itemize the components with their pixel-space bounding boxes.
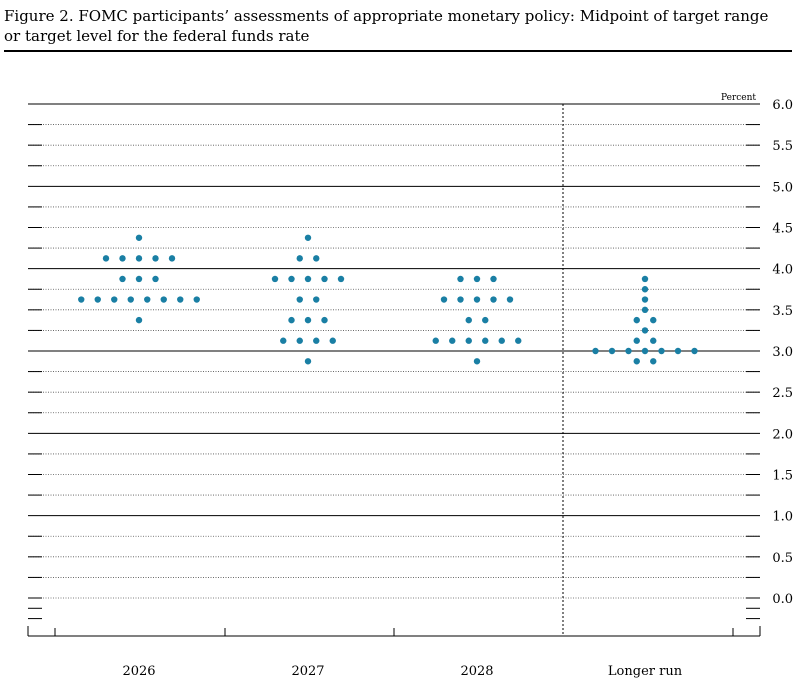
y-tick-label: 0.5 bbox=[772, 551, 793, 566]
category-label: 2028 bbox=[460, 664, 493, 679]
data-dot bbox=[506, 296, 514, 303]
data-dot bbox=[304, 275, 312, 283]
data-dot bbox=[482, 337, 489, 344]
data-dot bbox=[473, 275, 481, 283]
y-tick-label: 1.0 bbox=[772, 510, 793, 525]
data-dot bbox=[641, 286, 649, 293]
data-dot bbox=[135, 275, 143, 283]
data-dot bbox=[674, 347, 682, 355]
data-dot bbox=[633, 337, 640, 344]
data-dot bbox=[78, 296, 85, 303]
data-dot bbox=[592, 347, 599, 355]
data-dot bbox=[457, 296, 464, 303]
unit-label: Percent bbox=[721, 93, 756, 103]
data-dot bbox=[641, 327, 649, 334]
data-dot bbox=[296, 337, 303, 344]
y-tick-label: 1.5 bbox=[772, 469, 793, 484]
title-rule bbox=[4, 50, 792, 52]
y-tick-label: 2.0 bbox=[772, 427, 793, 442]
data-dot bbox=[111, 296, 118, 303]
data-dot bbox=[160, 296, 167, 303]
data-dot bbox=[633, 358, 640, 365]
category-label: 2027 bbox=[291, 664, 324, 679]
data-dot bbox=[515, 337, 522, 344]
data-dot bbox=[152, 255, 159, 262]
data-dot bbox=[473, 358, 481, 365]
y-tick-label: 3.0 bbox=[772, 345, 793, 360]
data-dot bbox=[457, 275, 464, 283]
data-dot bbox=[465, 337, 472, 344]
data-dot bbox=[641, 306, 649, 314]
y-tick-label: 5.0 bbox=[772, 180, 793, 195]
data-dot bbox=[650, 358, 657, 365]
data-dot bbox=[658, 347, 665, 355]
data-dot bbox=[650, 316, 657, 324]
data-dot bbox=[498, 337, 505, 344]
data-dot bbox=[482, 316, 489, 324]
data-dot bbox=[490, 275, 497, 283]
data-dot bbox=[650, 337, 657, 344]
data-dot bbox=[193, 296, 200, 303]
data-dot bbox=[313, 296, 320, 303]
data-dot bbox=[449, 337, 456, 344]
figure-title-line2: or target level for the federal funds ra… bbox=[4, 27, 310, 45]
data-dot bbox=[313, 255, 320, 262]
data-dot bbox=[288, 275, 295, 283]
category-label: Longer run bbox=[608, 664, 683, 679]
data-dot bbox=[119, 275, 126, 283]
y-tick-label: 0.0 bbox=[772, 592, 793, 607]
category-label: 2026 bbox=[122, 664, 155, 679]
y-tick-label: 4.0 bbox=[772, 263, 793, 278]
data-dot bbox=[177, 296, 184, 303]
data-dot bbox=[490, 296, 497, 303]
data-dot bbox=[280, 337, 287, 344]
data-dot bbox=[135, 316, 143, 324]
y-tick-label: 6.0 bbox=[772, 98, 793, 113]
data-dot bbox=[313, 337, 320, 344]
y-tick-label: 4.5 bbox=[772, 222, 793, 237]
data-dot bbox=[608, 347, 616, 355]
data-dot bbox=[135, 234, 143, 241]
figure-title-line1: Figure 2. FOMC participants’ assessments… bbox=[4, 7, 769, 25]
data-dot bbox=[337, 275, 345, 283]
data-dot bbox=[321, 275, 328, 283]
data-dot bbox=[304, 234, 312, 241]
y-tick-label: 3.5 bbox=[772, 304, 793, 319]
data-dot bbox=[432, 337, 439, 344]
data-dot bbox=[288, 316, 295, 324]
data-dot bbox=[119, 255, 126, 262]
data-dot bbox=[633, 316, 640, 324]
data-dot bbox=[321, 316, 328, 324]
figure-title: Figure 2. FOMC participants’ assessments… bbox=[4, 6, 784, 46]
data-dot bbox=[465, 316, 472, 324]
data-dot bbox=[127, 296, 134, 303]
data-dot bbox=[304, 316, 312, 324]
data-dot bbox=[296, 255, 303, 262]
data-dot bbox=[641, 347, 649, 355]
data-dot bbox=[94, 296, 101, 303]
data-dot bbox=[440, 296, 448, 303]
y-tick-label: 2.5 bbox=[772, 386, 793, 401]
data-dot bbox=[152, 275, 159, 283]
data-dot bbox=[144, 296, 151, 303]
data-dot bbox=[296, 296, 303, 303]
data-dot bbox=[641, 275, 649, 283]
data-dot bbox=[168, 255, 176, 262]
data-dot bbox=[329, 337, 336, 344]
data-dot bbox=[304, 358, 312, 365]
data-dot bbox=[271, 275, 279, 283]
data-dot bbox=[473, 296, 481, 303]
data-dot bbox=[102, 255, 110, 262]
data-dot bbox=[691, 347, 698, 355]
data-dot bbox=[135, 255, 143, 262]
y-tick-label: 5.5 bbox=[772, 139, 793, 154]
data-dot bbox=[641, 296, 649, 303]
data-dot bbox=[625, 347, 632, 355]
